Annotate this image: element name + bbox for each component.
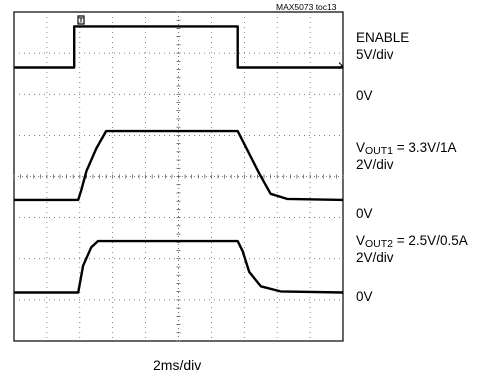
trigger-marker-label: T xyxy=(79,18,84,25)
figure-tag: MAX5073 toc13 xyxy=(276,2,337,12)
trace-vout1 xyxy=(14,129,344,202)
trace-enable xyxy=(14,25,343,69)
vout2-title: VOUT2 = 2.5V/0.5A xyxy=(356,233,468,250)
traces xyxy=(14,25,344,294)
enable-scale: 5V/div xyxy=(356,47,394,62)
vout1-scale: 2V/div xyxy=(356,157,394,172)
enable-ground: 0V xyxy=(356,88,373,103)
x-axis-label: 2ms/div xyxy=(153,357,202,373)
trigger-marker-box xyxy=(77,15,85,25)
vout2-scale: 2V/div xyxy=(356,250,394,265)
vout2-ground: 0V xyxy=(356,289,373,304)
trigger-marker: T xyxy=(77,15,85,25)
vout1-ground: 0V xyxy=(356,206,373,221)
vout1-title: VOUT1 = 3.3V/1A xyxy=(356,140,457,157)
enable-title: ENABLE xyxy=(356,30,410,45)
trace-vout2 xyxy=(14,239,344,294)
